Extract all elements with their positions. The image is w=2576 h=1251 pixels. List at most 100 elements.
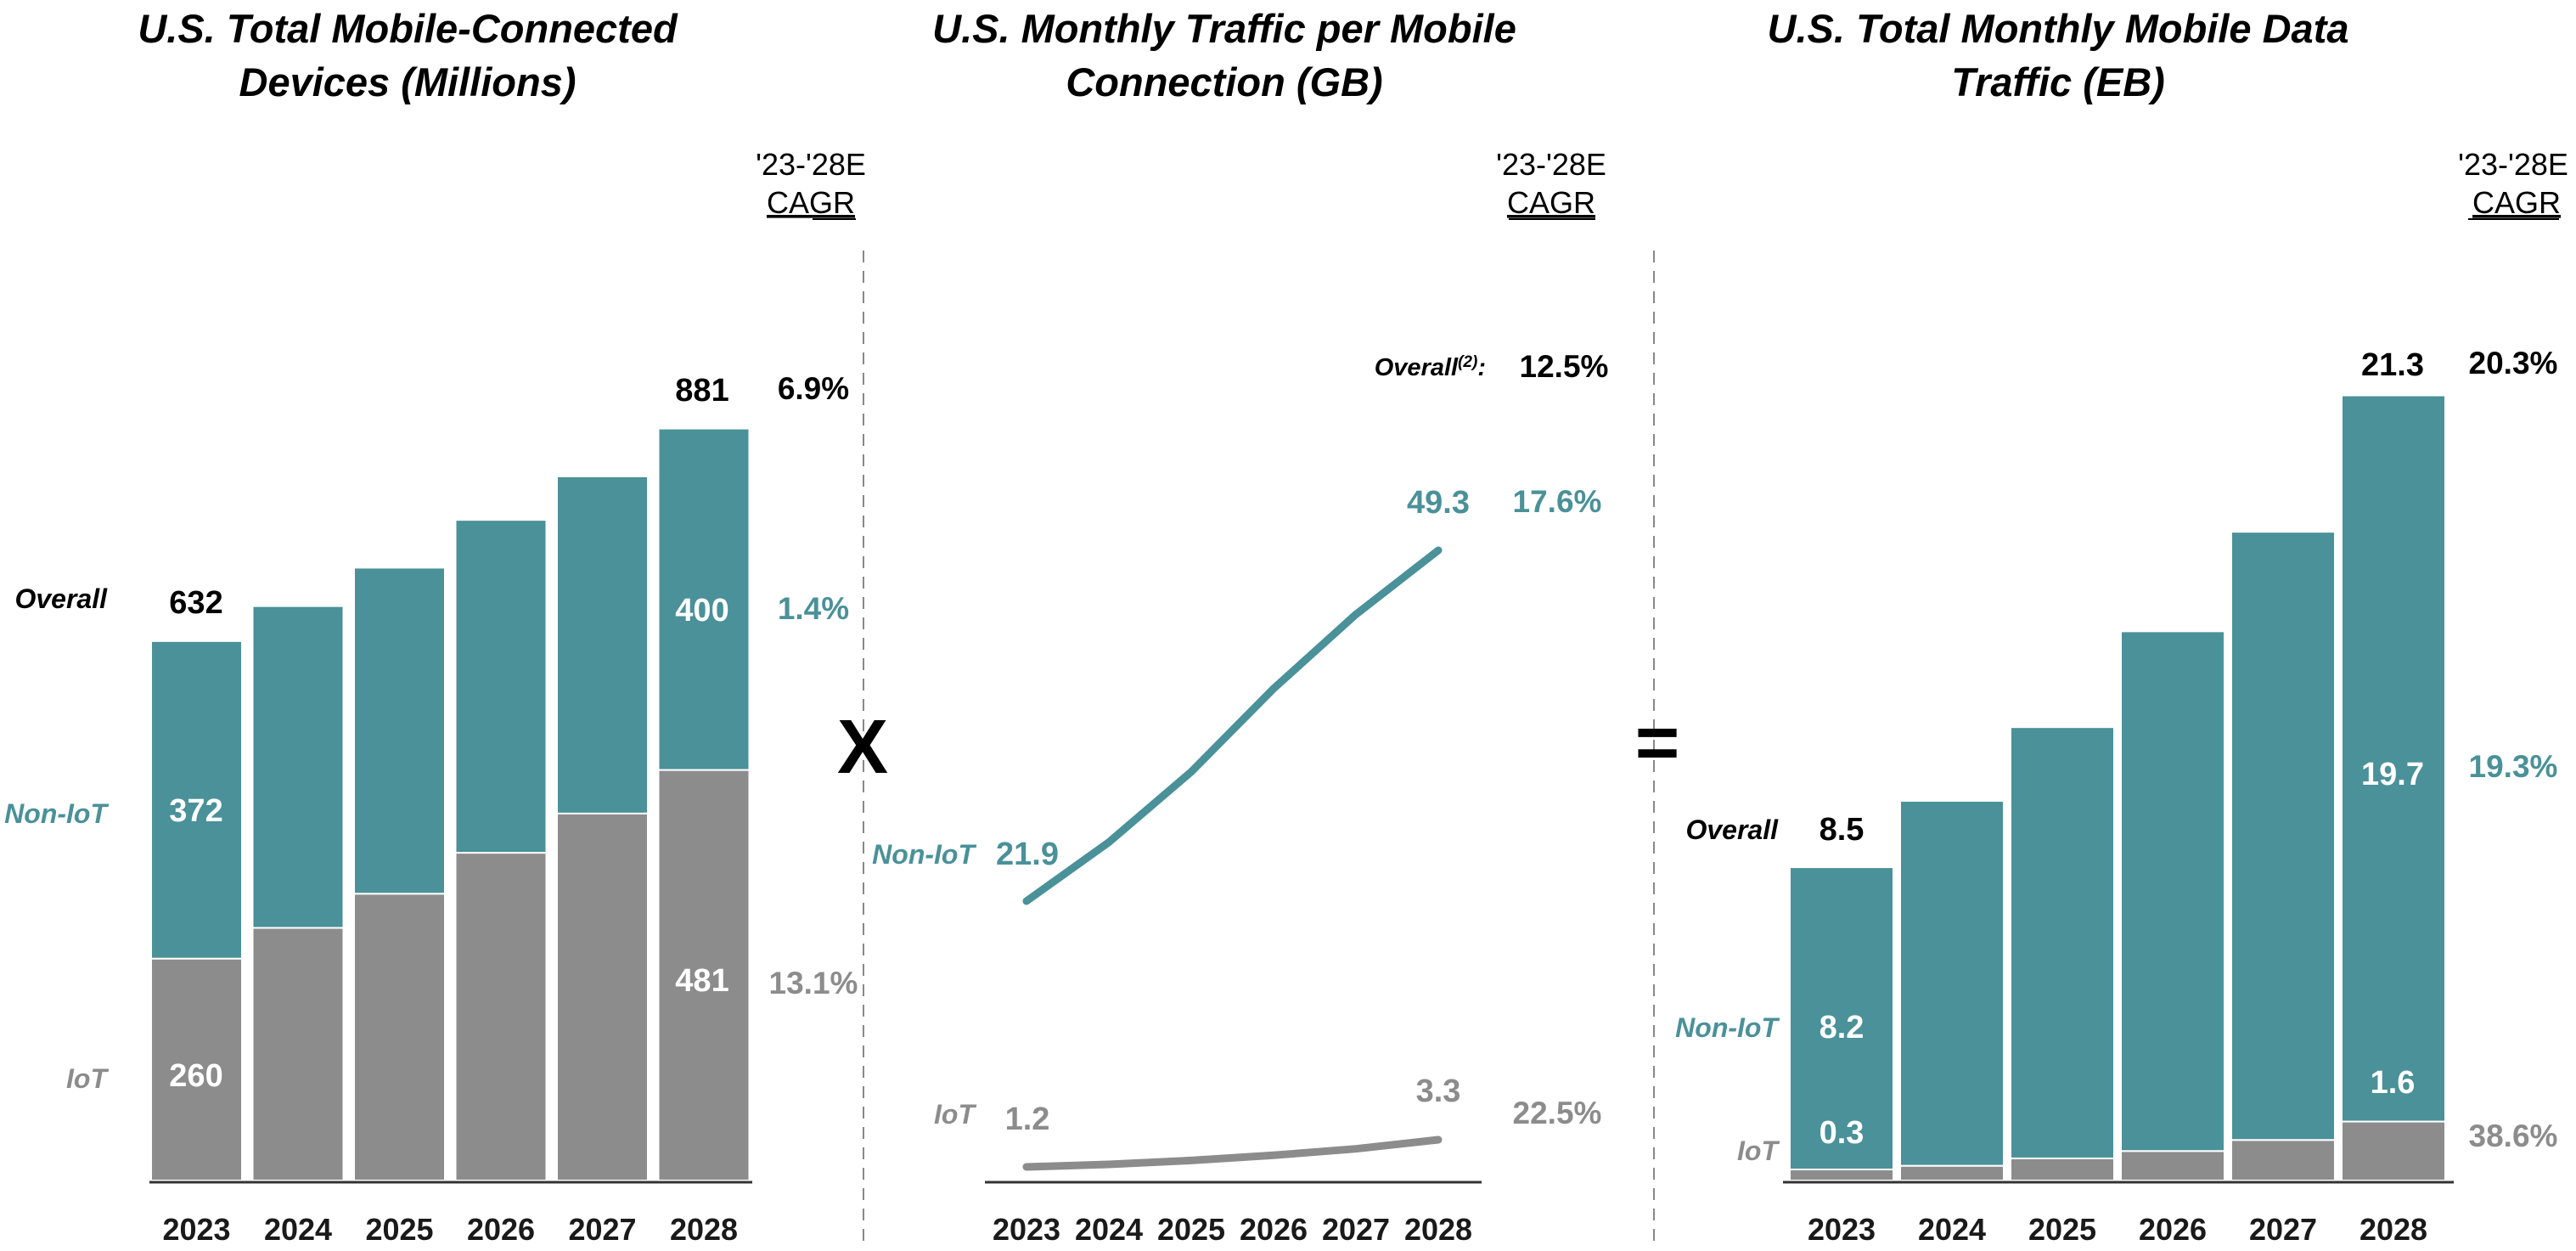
devices-non-iot-cagr: 1.4% xyxy=(778,591,849,626)
traffic-cagr-header-line2: CAGR xyxy=(1507,185,1595,220)
devices-overall-side-label: Overall xyxy=(14,583,108,614)
total-traffic-tick-2028: 2028 xyxy=(2359,1212,2427,1247)
multiply-operator: X xyxy=(837,705,888,790)
total-traffic-cagr-header-line1: '23-'28E xyxy=(2458,147,2568,182)
traffic-non-iot-2023-label: 21.9 xyxy=(996,837,1059,872)
traffic-non-iot-2028-label: 49.3 xyxy=(1407,485,1470,521)
total-traffic-bar-iot-2025 xyxy=(2010,1157,2115,1181)
devices-iot-side-label: IoT xyxy=(66,1063,109,1094)
devices-bar-non-iot-2027 xyxy=(556,475,649,814)
devices-bar-non-iot-2025 xyxy=(353,566,446,895)
traffic-tick-2024: 2024 xyxy=(1075,1212,1143,1247)
total-traffic-bar-iot-2027 xyxy=(2230,1139,2336,1182)
devices-bar-non-iot-2023 xyxy=(150,640,243,960)
traffic-iot-cagr: 22.5% xyxy=(1513,1096,1602,1130)
total-traffic-overall-side-label: Overall xyxy=(1685,814,1779,845)
traffic-tick-2028: 2028 xyxy=(1404,1212,1472,1247)
traffic-non-iot-line xyxy=(1022,546,1443,905)
total-traffic-bar-non-iot-2024 xyxy=(1899,799,2005,1167)
traffic-title-line1: U.S. Monthly Traffic per Mobile xyxy=(932,6,1516,51)
devices-bar-iot-2026 xyxy=(454,852,548,1182)
total-traffic-bar-iot-2023 xyxy=(1789,1168,1894,1181)
total-traffic-tick-2024: 2024 xyxy=(1918,1212,1986,1247)
traffic-non-iot-cagr: 17.6% xyxy=(1513,484,1602,519)
total-traffic-tick-2023: 2023 xyxy=(1808,1212,1876,1247)
total-traffic-panel: U.S. Total Monthly Mobile Data Traffic (… xyxy=(1675,6,2568,1247)
devices-tick-2027: 2027 xyxy=(568,1212,636,1247)
total-traffic-bars xyxy=(1789,394,2446,1182)
devices-tick-2024: 2024 xyxy=(264,1212,332,1247)
total-traffic-bar-iot-2024 xyxy=(1899,1164,2005,1182)
total-traffic-non-iot-2028-label: 19.7 xyxy=(2361,757,2424,792)
total-traffic-title-line2: Traffic (EB) xyxy=(1951,59,2165,104)
total-traffic-tick-2025: 2025 xyxy=(2028,1212,2096,1247)
total-traffic-overall-2023-label: 8.5 xyxy=(1820,812,1865,848)
devices-iot-2028-label: 481 xyxy=(675,963,728,999)
total-traffic-bar-iot-2028 xyxy=(2341,1120,2446,1182)
devices-bar-iot-2024 xyxy=(251,927,345,1182)
devices-non-iot-2023-label: 372 xyxy=(169,793,222,829)
traffic-iot-2028-label: 3.3 xyxy=(1416,1073,1461,1109)
devices-iot-2023-label: 260 xyxy=(169,1058,222,1094)
devices-bar-iot-2025 xyxy=(353,893,446,1181)
total-traffic-overall-cagr: 20.3% xyxy=(2469,346,2558,380)
devices-title-line2: Devices (Millions) xyxy=(239,59,577,104)
traffic-overall-cagr: 12.5% xyxy=(1520,349,1609,384)
total-traffic-bar-non-iot-2027 xyxy=(2230,531,2336,1141)
total-traffic-x-ticks: 2023 2024 2025 2026 2027 2028 xyxy=(1808,1212,2427,1247)
total-traffic-non-iot-side-label: Non-IoT xyxy=(1675,1012,1780,1043)
traffic-non-iot-side-label: Non-IoT xyxy=(872,839,976,870)
traffic-overall-label: Overall(2): xyxy=(1375,353,1486,381)
traffic-iot-line xyxy=(1022,1135,1443,1171)
traffic-tick-2026: 2026 xyxy=(1240,1212,1308,1247)
devices-overall-cagr: 6.9% xyxy=(778,371,849,406)
total-traffic-iot-2028-label: 1.6 xyxy=(2371,1065,2416,1101)
devices-bar-non-iot-2026 xyxy=(454,519,548,854)
total-traffic-bar-non-iot-2026 xyxy=(2120,630,2225,1152)
traffic-x-ticks: 2023 2024 2025 2026 2027 2028 xyxy=(993,1212,1472,1247)
devices-bar-non-iot-2028 xyxy=(657,427,751,771)
total-traffic-bar-non-iot-2025 xyxy=(2010,726,2115,1159)
traffic-tick-2025: 2025 xyxy=(1157,1212,1225,1247)
total-traffic-tick-2026: 2026 xyxy=(2139,1212,2207,1247)
total-traffic-non-iot-2023-label: 8.2 xyxy=(1820,1010,1865,1045)
total-traffic-tick-2027: 2027 xyxy=(2249,1212,2317,1247)
total-traffic-iot-cagr: 38.6% xyxy=(2469,1119,2558,1153)
devices-non-iot-side-label: Non-IoT xyxy=(4,798,109,829)
devices-bar-non-iot-2024 xyxy=(251,605,345,929)
total-traffic-bar-non-iot-2023 xyxy=(1789,866,1894,1170)
devices-bar-iot-2027 xyxy=(556,812,649,1181)
traffic-tick-2023: 2023 xyxy=(993,1212,1060,1247)
traffic-title-line2: Connection (GB) xyxy=(1066,59,1382,104)
traffic-per-connection-panel: U.S. Monthly Traffic per Mobile Connecti… xyxy=(872,6,1608,1247)
total-traffic-iot-2023-label: 0.3 xyxy=(1820,1115,1865,1151)
total-traffic-overall-2028-label: 21.3 xyxy=(2361,347,2424,383)
equals-operator: = xyxy=(1635,701,1680,786)
devices-tick-2023: 2023 xyxy=(162,1212,230,1247)
total-traffic-bar-iot-2026 xyxy=(2120,1150,2225,1182)
devices-bar-iot-2023 xyxy=(150,957,243,1181)
traffic-iot-side-label: IoT xyxy=(934,1099,976,1130)
devices-x-ticks: 2023 2024 2025 2026 2027 2028 xyxy=(162,1212,738,1247)
total-traffic-non-iot-cagr: 19.3% xyxy=(2469,749,2558,784)
traffic-lines xyxy=(1022,546,1443,1171)
devices-cagr-header-line2: CAGR xyxy=(767,185,855,220)
total-traffic-title-line1: U.S. Total Monthly Mobile Data xyxy=(1768,6,2349,51)
total-traffic-cagr-header-line2: CAGR xyxy=(2472,185,2561,220)
devices-cagr-header-line1: '23-'28E xyxy=(756,147,866,182)
total-traffic-iot-side-label: IoT xyxy=(1737,1135,1780,1166)
traffic-tick-2027: 2027 xyxy=(1322,1212,1390,1247)
devices-tick-2026: 2026 xyxy=(467,1212,535,1247)
traffic-cagr-header-line1: '23-'28E xyxy=(1496,147,1606,182)
devices-iot-cagr: 13.1% xyxy=(769,966,858,1000)
devices-tick-2028: 2028 xyxy=(670,1212,738,1247)
traffic-iot-2023-label: 1.2 xyxy=(1005,1102,1050,1137)
total-traffic-bar-non-iot-2028 xyxy=(2341,394,2446,1123)
devices-non-iot-2028-label: 400 xyxy=(675,593,728,628)
devices-overall-2023-label: 632 xyxy=(169,585,222,621)
devices-overall-2028-label: 881 xyxy=(675,373,728,409)
devices-tick-2025: 2025 xyxy=(365,1212,433,1247)
devices-bars xyxy=(150,427,751,1182)
devices-panel: U.S. Total Mobile-Connected Devices (Mil… xyxy=(4,6,866,1247)
